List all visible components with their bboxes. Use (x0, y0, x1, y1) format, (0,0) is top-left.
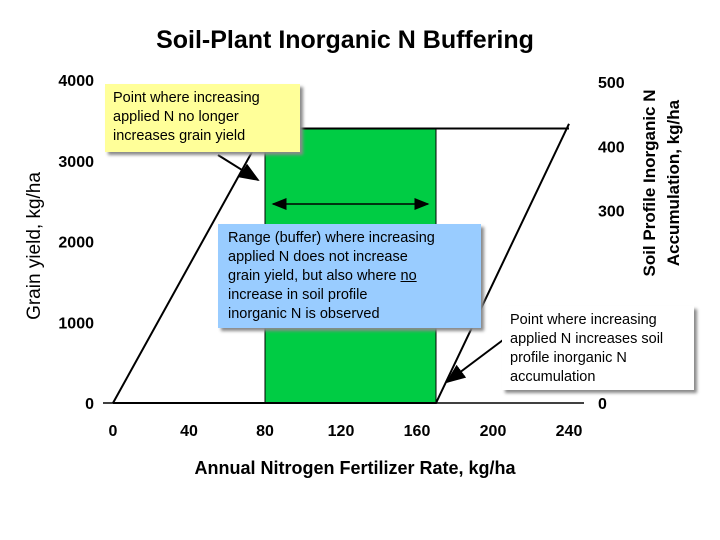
x-tick-label: 200 (480, 423, 507, 440)
buffer-callout-emphasis: no (400, 268, 417, 284)
plateau-callout-line: Point where increasing (113, 90, 260, 106)
y-tick-label: 3000 (58, 154, 94, 171)
buffer-callout: Range (buffer) where increasing applied … (218, 224, 481, 328)
y2-tick-label: 400 (598, 139, 625, 156)
accumulation-callout: Point where increasing applied N increas… (502, 306, 694, 390)
x-tick-label: 80 (256, 423, 274, 440)
buffer-callout-line: Range (buffer) where increasing (228, 230, 435, 246)
y-tick-label: 2000 (58, 235, 94, 252)
accumulation-callout-line: applied N increases soil (510, 331, 664, 347)
y-tick-label: 4000 (58, 73, 94, 90)
plateau-callout: Point where increasing applied N no long… (105, 84, 300, 152)
y2-tick-label: 300 (598, 203, 625, 220)
accumulation-callout-line: profile inorganic N (510, 350, 627, 366)
y2-tick-label: 0 (598, 396, 607, 413)
x-tick-label: 120 (328, 423, 355, 440)
plateau-arrow (217, 154, 260, 182)
accumulation-arrow (445, 339, 504, 384)
plateau-callout-line: increases grain yield (113, 128, 246, 144)
tick-labels: 0 40 80 120 160 200 240 0 1000 2000 3000 4000 0 300 40… (58, 73, 624, 440)
y2-axis-label-line1: Soil Profile Inorganic N (640, 89, 659, 276)
callout-arrows (217, 154, 504, 384)
y2-tick-label: 500 (598, 75, 625, 92)
buffer-callout-line: grain yield, but also where no (228, 268, 417, 284)
x-axis-label: Annual Nitrogen Fertilizer Rate, kg/ha (194, 458, 516, 478)
y-tick-label: 0 (85, 396, 94, 413)
buffer-callout-line: inorganic N is observed (228, 306, 380, 322)
accumulation-callout-line: Point where increasing (510, 312, 657, 328)
buffer-callout-line: applied N does not increase (228, 249, 408, 265)
x-tick-label: 0 (109, 423, 118, 440)
y-axis-label: Grain yield, kg/ha (24, 172, 45, 320)
x-tick-label: 240 (556, 423, 583, 440)
y2-axis-label-line2: Accumulation, kg/ha (664, 99, 683, 266)
soil-n-accumulation-line (113, 123, 570, 404)
plateau-callout-line: applied N no longer (113, 109, 239, 125)
accumulation-callout-line: accumulation (510, 369, 596, 385)
x-tick-label: 40 (180, 423, 198, 440)
x-tick-label: 160 (404, 423, 431, 440)
buffer-callout-line: increase in soil profile (228, 287, 368, 303)
chart-title: Soil-Plant Inorganic N Buffering (156, 26, 534, 54)
y-tick-label: 1000 (58, 315, 94, 332)
